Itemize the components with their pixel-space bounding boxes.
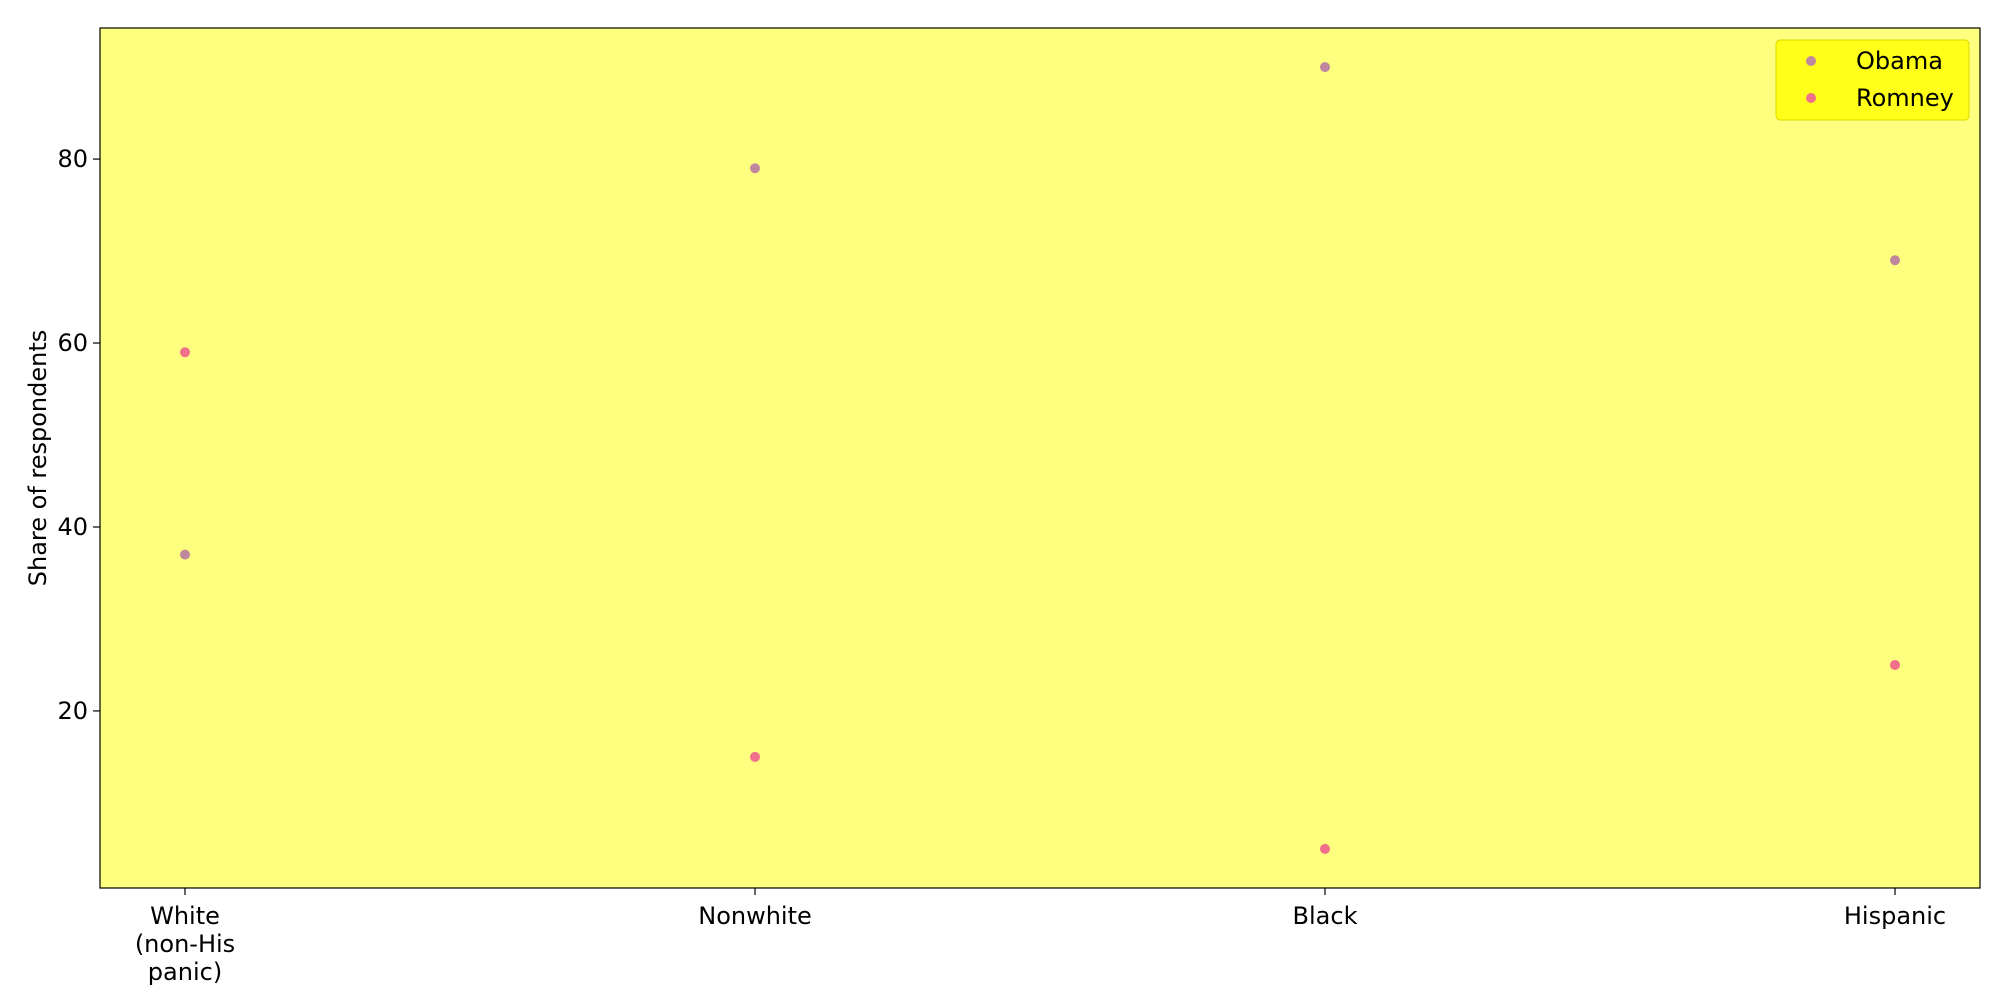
point-romney-1	[180, 347, 190, 358]
x-tick-label: Hispanic	[1844, 902, 1946, 930]
point-romney-2	[750, 751, 760, 762]
legend: Obama Romney	[1775, 39, 1970, 121]
point-obama-1	[180, 549, 190, 560]
legend-label-obama: Obama	[1856, 47, 1943, 75]
x-tick-label: White (non-His panic)	[135, 902, 235, 986]
point-romney-3	[1320, 843, 1330, 854]
y-axis-ticks: 20 40 60 80	[57, 145, 100, 725]
point-obama-3	[1320, 62, 1330, 73]
legend-label-romney: Romney	[1856, 84, 1954, 112]
data-points	[180, 62, 1900, 854]
plot-area	[100, 28, 1980, 888]
point-obama-2	[750, 163, 760, 174]
y-tick-label: 20	[57, 697, 88, 725]
y-tick-label: 40	[57, 513, 88, 541]
legend-marker-obama	[1806, 56, 1816, 66]
x-axis-ticks: White (non-His panic) Nonwhite Black Hispanic	[135, 888, 1946, 986]
legend-marker-romney	[1806, 93, 1816, 103]
y-axis-label: Share of respondents	[24, 330, 52, 587]
x-tick-label: Black	[1293, 902, 1358, 930]
y-tick-label: 60	[57, 329, 88, 357]
legend-box	[1775, 39, 1970, 121]
plot-frame	[99, 27, 1981, 889]
x-tick-label: Nonwhite	[698, 902, 812, 930]
point-romney-4	[1890, 659, 1900, 670]
point-obama-4	[1890, 255, 1900, 266]
y-tick-label: 80	[57, 145, 88, 173]
